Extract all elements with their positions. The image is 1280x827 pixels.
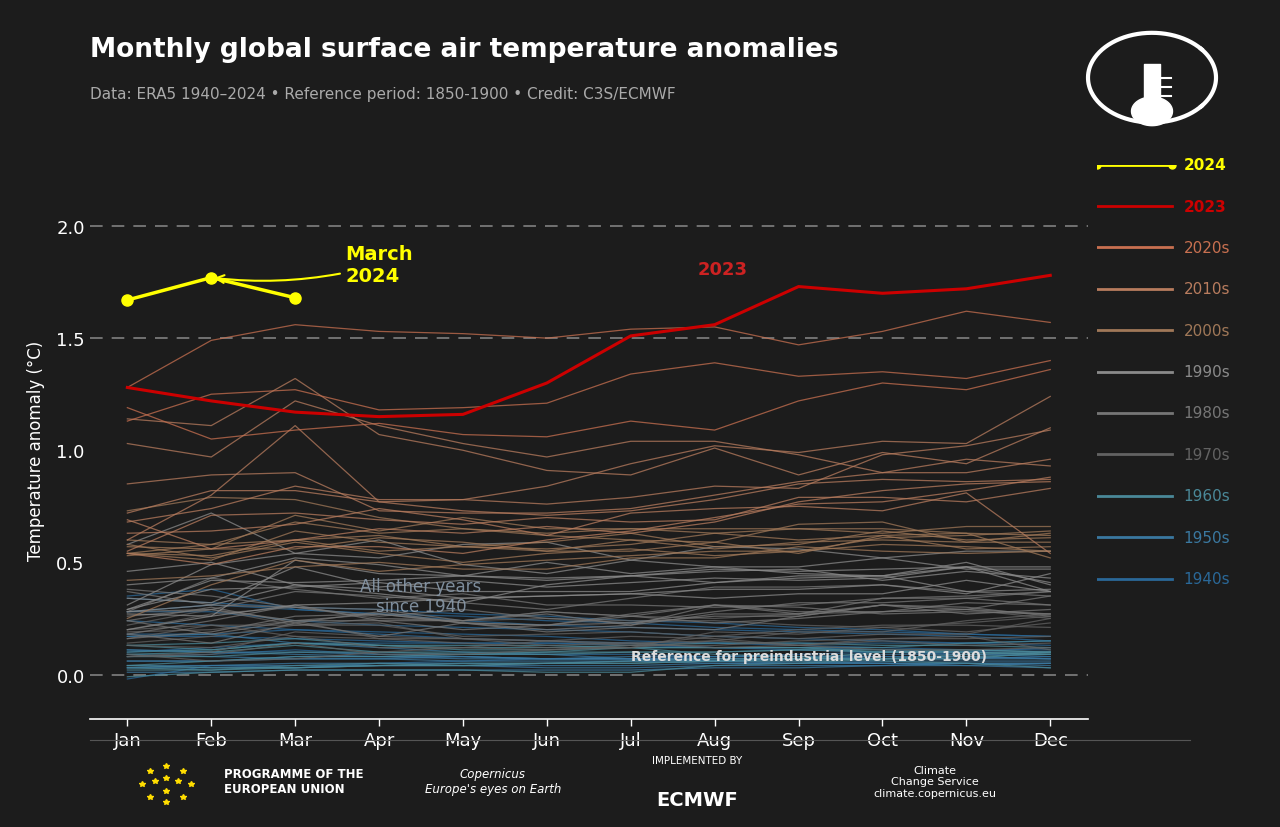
Text: 1940s: 1940s xyxy=(1184,571,1230,586)
Text: 2000s: 2000s xyxy=(1184,323,1230,338)
Text: March
2024: March 2024 xyxy=(216,245,413,285)
Text: Monthly global surface air temperature anomalies: Monthly global surface air temperature a… xyxy=(90,37,838,63)
Text: IMPLEMENTED BY: IMPLEMENTED BY xyxy=(653,755,742,765)
Text: Data: ERA5 1940–2024 • Reference period: 1850-1900 • Credit: C3S/ECMWF: Data: ERA5 1940–2024 • Reference period:… xyxy=(90,87,676,102)
Text: Climate
Change Service
climate.copernicus.eu: Climate Change Service climate.copernicu… xyxy=(873,765,996,798)
Text: 2010s: 2010s xyxy=(1184,282,1230,297)
Text: PROGRAMME OF THE
EUROPEAN UNION: PROGRAMME OF THE EUROPEAN UNION xyxy=(224,767,364,796)
Text: 2023: 2023 xyxy=(698,261,748,278)
Polygon shape xyxy=(1132,98,1172,127)
Text: 1970s: 1970s xyxy=(1184,447,1230,462)
Text: Copernicus
Europe's eyes on Earth: Copernicus Europe's eyes on Earth xyxy=(425,767,561,796)
Text: 2024: 2024 xyxy=(1184,158,1226,173)
Text: ECMWF: ECMWF xyxy=(657,790,739,809)
Text: 1990s: 1990s xyxy=(1184,365,1230,380)
Text: Reference for preindustrial level (1850-1900): Reference for preindustrial level (1850-… xyxy=(631,649,987,663)
Text: 1960s: 1960s xyxy=(1184,489,1230,504)
Text: 2020s: 2020s xyxy=(1184,241,1230,256)
Text: 1950s: 1950s xyxy=(1184,530,1230,545)
Text: 2023: 2023 xyxy=(1184,199,1226,214)
Y-axis label: Temperature anomaly (°C): Temperature anomaly (°C) xyxy=(27,341,45,561)
Text: 1980s: 1980s xyxy=(1184,406,1230,421)
Text: All other years
since 1940: All other years since 1940 xyxy=(361,577,481,615)
